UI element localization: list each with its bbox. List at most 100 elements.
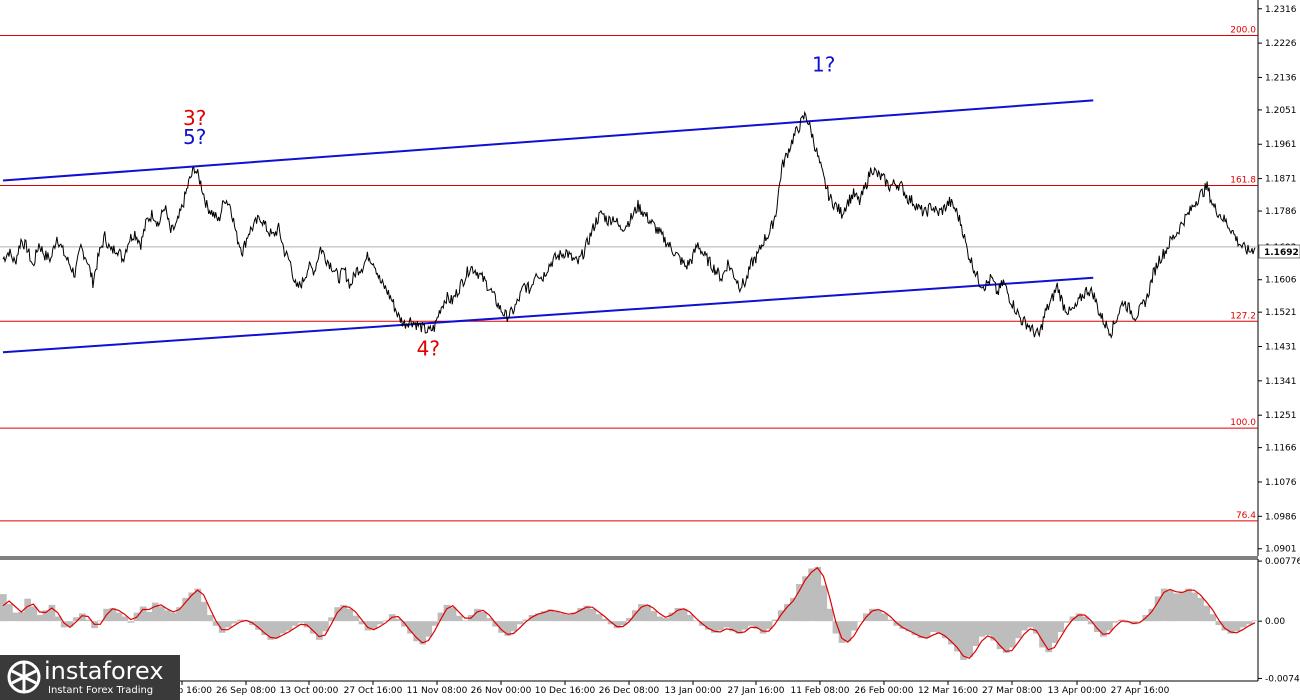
histogram-bar — [784, 604, 791, 622]
histogram-bar — [285, 621, 293, 631]
wave-label: 5? — [183, 125, 206, 149]
histogram-bar — [461, 620, 469, 622]
histogram-bar — [601, 618, 609, 622]
fib-level-label: 76.4 — [1236, 511, 1256, 521]
histogram-bar — [230, 621, 238, 624]
histogram-bar — [917, 621, 925, 639]
price-tick-label: 1.2316 — [1265, 5, 1297, 15]
wave-label: 4? — [417, 336, 440, 360]
trend-channel — [2, 99, 1094, 354]
time-tick-label: 26 Feb 00:00 — [854, 686, 913, 696]
oscillator-signal-line — [2, 566, 1256, 660]
histogram-bar — [905, 621, 913, 632]
histogram-bar — [826, 608, 834, 622]
histogram-bar — [1021, 621, 1028, 631]
histogram-bar — [1087, 621, 1095, 625]
histogram-bar — [97, 620, 104, 622]
histogram-bar — [188, 592, 196, 622]
histogram-bar — [571, 612, 578, 622]
histogram-bar — [747, 621, 755, 626]
histogram-bar — [692, 620, 700, 622]
histogram-bar — [1057, 621, 1065, 632]
histogram-bar — [1075, 613, 1083, 622]
oscillator-axis: 0.00776 0.00 -0.0074 — [1258, 557, 1300, 684]
histogram-bar — [638, 604, 645, 622]
histogram-bar — [145, 611, 153, 622]
histogram-bar — [644, 604, 651, 622]
histogram-bar — [935, 621, 943, 634]
instaforex-logo: instaforex Instant Forex Trading — [0, 655, 180, 700]
histogram-bar — [626, 618, 633, 622]
histogram-bar — [948, 621, 955, 645]
histogram-bar — [765, 621, 773, 629]
time-tick-label: 12 Mar 16:00 — [918, 686, 978, 696]
oscillator-tick-label: 0.00776 — [1265, 557, 1300, 567]
histogram-bar — [1197, 597, 1204, 622]
histogram-bar — [1203, 605, 1210, 622]
histogram-bar — [1227, 621, 1235, 634]
histogram-bar — [911, 621, 919, 636]
histogram-bar — [1215, 621, 1223, 626]
time-tick-label: 27 Oct 16:00 — [344, 686, 403, 696]
histogram-bar — [820, 585, 828, 622]
histogram-bar — [632, 610, 639, 622]
histogram-bar — [109, 608, 117, 622]
histogram-bar — [771, 619, 779, 622]
time-tick-label: 13 Oct 00:00 — [280, 686, 339, 696]
histogram-bar — [279, 621, 287, 634]
histogram-bar — [753, 621, 761, 629]
histogram-bar — [1191, 592, 1198, 622]
channel-line — [2, 99, 1094, 182]
histogram-bar — [1239, 621, 1247, 628]
histogram-bar — [206, 615, 214, 622]
time-tick-label: 26 Sep 08:00 — [216, 686, 276, 696]
signal-line — [2, 566, 1256, 660]
price-tick-label: 1.2226 — [1265, 39, 1297, 49]
histogram-bar — [1112, 621, 1119, 623]
wave-labels: 3?5? 1? 4? — [183, 53, 835, 361]
price-tick-label: 1.1251 — [1265, 411, 1297, 421]
histogram-bar — [808, 568, 815, 622]
histogram-bar — [1039, 621, 1046, 648]
histogram-bar — [668, 612, 676, 622]
histogram-bar — [237, 619, 244, 622]
histogram-bar — [18, 611, 25, 622]
histogram-bar — [1100, 621, 1107, 637]
histogram-bar — [431, 621, 439, 626]
histogram-bar — [370, 621, 378, 629]
histogram-bar — [170, 612, 177, 622]
time-axis: 11 Sep 16:00 26 Sep 08:00 13 Oct 00:00 27 O… — [152, 681, 1170, 696]
histogram-bar — [1233, 621, 1241, 632]
histogram-bar — [218, 621, 226, 633]
price-tick-label: 1.0901 — [1265, 545, 1297, 555]
price-tick-label: 1.1076 — [1265, 478, 1297, 488]
time-tick-label: 26 Nov 00:00 — [471, 686, 532, 696]
price-tick-label: 1.1521 — [1265, 308, 1297, 318]
histogram-bar — [887, 619, 894, 622]
wave-label: 1? — [812, 53, 835, 77]
histogram-bar — [1051, 621, 1059, 643]
histogram-bar — [297, 621, 305, 623]
histogram-bar — [115, 612, 123, 622]
histogram-bar — [583, 605, 591, 622]
histogram-bar — [176, 607, 183, 622]
histogram-bar — [303, 621, 311, 628]
time-tick-label: 27 Jan 16:00 — [728, 686, 785, 696]
histogram-bar — [972, 621, 980, 646]
histogram-bar — [832, 621, 840, 634]
fib-level-label: 100.0 — [1230, 418, 1256, 428]
histogram-bar — [680, 608, 688, 622]
histogram-bar — [802, 576, 809, 622]
histogram-bar — [413, 621, 420, 642]
histogram-bar — [334, 607, 341, 622]
histogram-bar — [619, 621, 627, 626]
histogram-bar — [1008, 621, 1016, 648]
histogram-bar — [121, 616, 129, 622]
histogram-bar — [595, 614, 603, 622]
histogram-bar — [559, 613, 566, 622]
histogram-bar — [547, 609, 554, 622]
histogram-bar — [419, 621, 426, 645]
price-tick-label: 1.2136 — [1265, 73, 1297, 83]
histogram-bar — [656, 616, 663, 622]
histogram-bar — [504, 621, 512, 636]
